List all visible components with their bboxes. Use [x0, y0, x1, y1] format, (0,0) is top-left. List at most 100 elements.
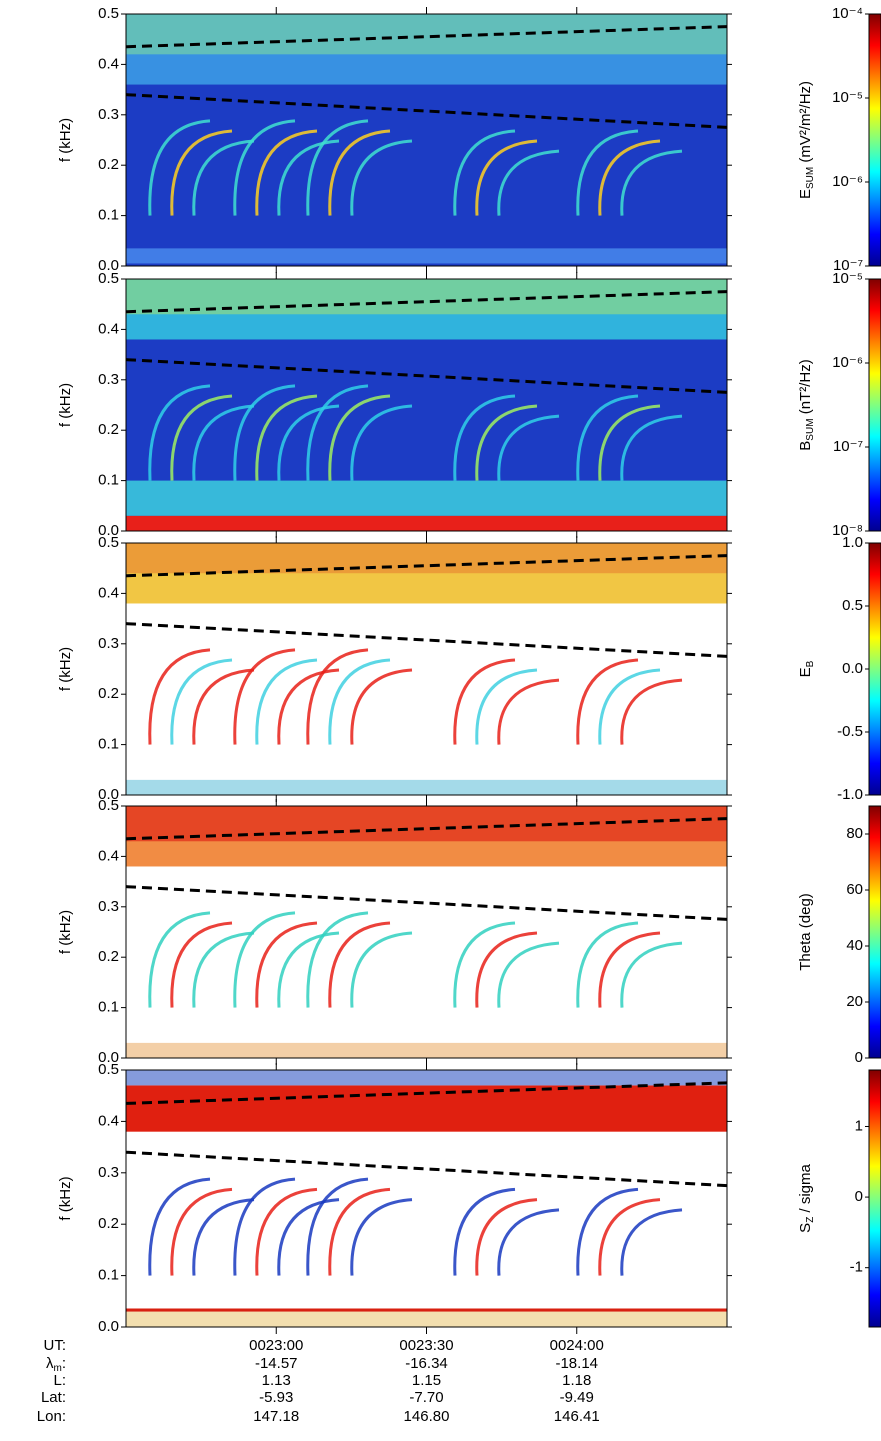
whistler-trace — [233, 119, 296, 216]
y-tick-label: 0.2 — [98, 948, 119, 965]
whistler-trace — [277, 404, 340, 481]
footer-value: 1.13 — [262, 1372, 291, 1389]
whistler-trace — [328, 129, 391, 216]
colorbar-tick-label: 10⁻⁵ — [832, 89, 863, 106]
y-tick-label: 0.4 — [98, 847, 119, 864]
footer-value: 147.18 — [253, 1408, 299, 1425]
whistler-trace — [497, 149, 560, 216]
colorbar-label-main: E — [797, 189, 814, 199]
whistler-trace — [497, 678, 560, 745]
whistler-trace — [475, 1198, 538, 1276]
footer-label: L: — [53, 1372, 66, 1389]
footer-label: Lon: — [37, 1408, 66, 1425]
x-tick-label: 0024:00 — [550, 1337, 604, 1354]
footer-value: -16.34 — [405, 1355, 448, 1372]
whistler-trace — [576, 394, 639, 481]
y-tick-label: 0.1 — [98, 736, 119, 753]
reference-line — [125, 622, 728, 658]
colorbar — [868, 1069, 881, 1328]
y-axis-label: f (kHz) — [57, 647, 74, 691]
spectral-band — [126, 806, 727, 842]
colorbar-label-sub: SUM — [805, 418, 816, 440]
colorbar-tick-label: 10⁻⁷ — [833, 257, 863, 274]
whistler-trace — [328, 658, 391, 745]
footer-value: 1.15 — [412, 1372, 441, 1389]
colorbar-tick-label: 0.0 — [842, 660, 863, 677]
colorbar-tick-label: 40 — [846, 937, 863, 954]
y-tick-label: 0.2 — [98, 1215, 119, 1232]
colorbar — [868, 805, 881, 1059]
colorbar-label-main: E — [797, 667, 814, 677]
reference-line — [125, 290, 728, 314]
y-tick-label: 0.4 — [98, 55, 119, 72]
whistler-trace — [475, 668, 538, 745]
whistler-trace — [350, 1198, 413, 1276]
whistler-trace — [620, 678, 683, 745]
colorbar-tick-label: -1 — [850, 1259, 863, 1276]
colorbar-tick-label: 10⁻⁵ — [832, 270, 863, 287]
whistler-trace — [328, 921, 391, 1008]
colorbar-tick-label: 1 — [855, 1117, 863, 1134]
y-tick-label: 0.5 — [98, 797, 119, 814]
y-tick-label: 0.1 — [98, 999, 119, 1016]
colorbar-label-rest: / sigma — [797, 1164, 814, 1217]
whistler-trace — [170, 394, 233, 481]
whistler-trace — [328, 1187, 391, 1276]
y-tick-label: 0.3 — [98, 106, 119, 123]
colorbar-label-rest: (mV²/m²/Hz) — [797, 81, 814, 167]
footer-value: -14.57 — [255, 1355, 298, 1372]
y-tick-label: 0.0 — [98, 257, 119, 274]
footer-value: 146.41 — [554, 1408, 600, 1425]
y-tick-label: 0.0 — [98, 1318, 119, 1335]
y-tick-label: 0.2 — [98, 156, 119, 173]
spectral-band — [126, 248, 727, 264]
y-tick-label: 0.3 — [98, 898, 119, 915]
whistler-trace — [350, 404, 413, 481]
y-tick-label: 0.1 — [98, 472, 119, 489]
colorbar-tick-label: 10⁻⁸ — [832, 522, 863, 539]
whistler-trace — [148, 119, 211, 216]
footer-label: Lat: — [41, 1389, 66, 1406]
reference-line — [125, 93, 728, 129]
footer-value: -9.49 — [560, 1389, 594, 1406]
whistler-trace — [192, 404, 255, 481]
whistler-trace — [170, 921, 233, 1008]
whistler-trace — [453, 129, 516, 216]
panel — [126, 806, 727, 1058]
y-tick-label: 0.4 — [98, 584, 119, 601]
y-tick-label: 0.1 — [98, 1267, 119, 1284]
panel — [126, 1070, 727, 1327]
whistler-trace — [148, 1177, 211, 1276]
whistler-trace — [306, 1177, 369, 1276]
y-tick-label: 0.1 — [98, 207, 119, 224]
y-tick-label: 0.0 — [98, 1049, 119, 1066]
y-tick-label: 0.2 — [98, 685, 119, 702]
panel — [126, 279, 727, 531]
colorbar-label-main: B — [797, 441, 814, 451]
whistler-trace — [306, 911, 369, 1008]
spectral-band — [126, 779, 727, 795]
whistler-trace — [277, 139, 340, 216]
whistler-trace — [306, 384, 369, 481]
reference-line — [125, 1150, 728, 1188]
whistler-trace — [497, 414, 560, 481]
whistler-trace — [598, 931, 661, 1008]
colorbar-tick-label: -0.5 — [837, 723, 863, 740]
colorbar-label-sub: B — [805, 660, 816, 667]
whistler-trace — [576, 921, 639, 1008]
spectral-band — [126, 515, 727, 531]
reference-line — [125, 554, 728, 578]
colorbar-label: SZ / sigma — [797, 1164, 816, 1233]
footer-value: 146.80 — [404, 1408, 450, 1425]
footer-value: -7.70 — [409, 1389, 443, 1406]
y-tick-label: 0.5 — [98, 1061, 119, 1078]
colorbar-label: ESUM (mV²/m²/Hz) — [797, 81, 816, 199]
whistler-trace — [306, 648, 369, 745]
whistler-trace — [277, 931, 340, 1008]
y-tick-label: 0.2 — [98, 421, 119, 438]
footer-label-rest: : — [62, 1355, 66, 1372]
whistler-trace — [576, 129, 639, 216]
spectral-band — [126, 14, 727, 55]
colorbar-label: EB — [797, 660, 816, 677]
reference-line — [125, 358, 728, 394]
